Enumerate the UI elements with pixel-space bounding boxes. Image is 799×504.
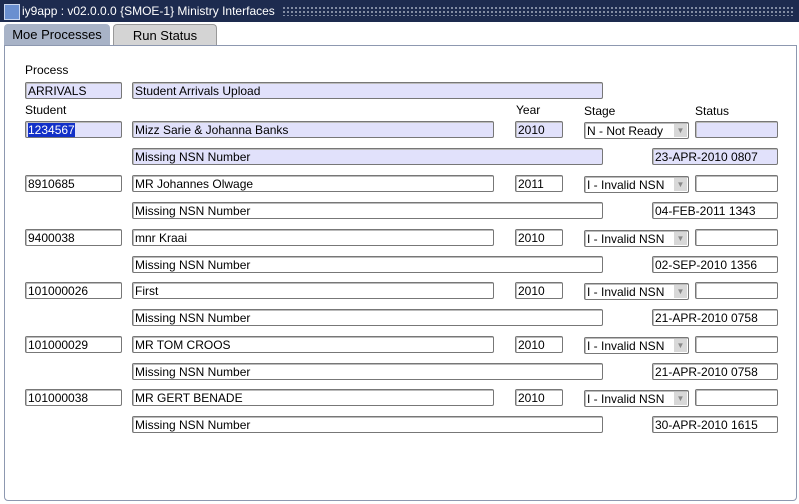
stage-dropdown[interactable]: I - Invalid NSN ▼ xyxy=(584,390,689,407)
stage-label: Stage xyxy=(584,104,616,118)
year-field[interactable]: 2010 xyxy=(515,389,563,406)
stage-value: I - Invalid NSN xyxy=(587,232,665,246)
message-field[interactable]: Missing NSN Number xyxy=(132,363,603,380)
stage-value: I - Invalid NSN xyxy=(587,392,665,406)
message-field[interactable]: Missing NSN Number xyxy=(132,256,603,273)
date-field[interactable]: 23-APR-2010 0807 xyxy=(652,148,778,165)
tab-moe-processes[interactable]: Moe Processes xyxy=(4,24,110,45)
titlebar-pattern xyxy=(282,6,795,16)
status-field[interactable] xyxy=(695,282,778,299)
chevron-down-icon[interactable]: ▼ xyxy=(674,232,687,245)
student-label: Student xyxy=(25,103,67,117)
date-field[interactable]: 21-APR-2010 0758 xyxy=(652,309,778,326)
student-id-field[interactable]: 101000038 xyxy=(25,389,122,406)
stage-value: I - Invalid NSN xyxy=(587,339,665,353)
app-icon xyxy=(4,4,20,20)
process-code-field[interactable]: ARRIVALS xyxy=(25,82,122,99)
process-label: Process xyxy=(25,63,69,77)
student-name-field[interactable]: mnr Kraai xyxy=(132,229,494,246)
student-id-field[interactable]: 9400038 xyxy=(25,229,122,246)
year-field[interactable]: 2010 xyxy=(515,229,563,246)
student-name-field[interactable]: First xyxy=(132,282,494,299)
student-name-field[interactable]: MR TOM CROOS xyxy=(132,336,494,353)
year-field[interactable]: 2010 xyxy=(515,282,563,299)
year-field[interactable]: 2010 xyxy=(515,336,563,353)
process-description-field[interactable]: Student Arrivals Upload xyxy=(132,82,603,99)
student-id-field[interactable]: 101000026 xyxy=(25,282,122,299)
year-field[interactable]: 2011 xyxy=(515,175,563,192)
tab-run-status[interactable]: Run Status xyxy=(113,24,217,46)
stage-dropdown[interactable]: I - Invalid NSN ▼ xyxy=(584,230,689,247)
message-field[interactable]: Missing NSN Number xyxy=(132,202,603,219)
stage-value: I - Invalid NSN xyxy=(587,285,665,299)
chevron-down-icon[interactable]: ▼ xyxy=(674,285,687,298)
year-label: Year xyxy=(516,103,541,117)
status-field[interactable] xyxy=(695,229,778,246)
chevron-down-icon[interactable]: ▼ xyxy=(674,124,687,137)
date-field[interactable]: 04-FEB-2011 1343 xyxy=(652,202,778,219)
student-name-field[interactable]: Mizz Sarie & Johanna Banks xyxy=(132,121,494,138)
status-field[interactable] xyxy=(695,175,778,192)
year-field[interactable]: 2010 xyxy=(515,121,563,138)
status-field[interactable] xyxy=(695,336,778,353)
stage-dropdown[interactable]: I - Invalid NSN ▼ xyxy=(584,283,689,300)
chevron-down-icon[interactable]: ▼ xyxy=(674,392,687,405)
message-field[interactable]: Missing NSN Number xyxy=(132,416,603,433)
message-field[interactable]: Missing NSN Number xyxy=(132,309,603,326)
student-name-field[interactable]: MR Johannes Olwage xyxy=(132,175,494,192)
window-title: iy9app : v02.0.0.0 {SMOE-1} Ministry Int… xyxy=(22,4,275,18)
student-name-field[interactable]: MR GERT BENADE xyxy=(132,389,494,406)
window-titlebar: iy9app : v02.0.0.0 {SMOE-1} Ministry Int… xyxy=(0,0,799,22)
message-field[interactable]: Missing NSN Number xyxy=(132,148,603,165)
stage-dropdown[interactable]: N - Not Ready ▼ xyxy=(584,122,689,139)
student-id-field[interactable]: 101000029 xyxy=(25,336,122,353)
chevron-down-icon[interactable]: ▼ xyxy=(674,339,687,352)
status-field[interactable] xyxy=(695,121,778,138)
stage-dropdown[interactable]: I - Invalid NSN ▼ xyxy=(584,337,689,354)
status-field[interactable] xyxy=(695,389,778,406)
date-field[interactable]: 21-APR-2010 0758 xyxy=(652,363,778,380)
status-label: Status xyxy=(695,104,730,118)
date-field[interactable]: 30-APR-2010 1615 xyxy=(652,416,778,433)
student-id-field[interactable]: 1234567 xyxy=(25,121,122,138)
stage-value: I - Invalid NSN xyxy=(587,178,665,192)
chevron-down-icon[interactable]: ▼ xyxy=(674,178,687,191)
student-id-field[interactable]: 8910685 xyxy=(25,175,122,192)
date-field[interactable]: 02-SEP-2010 1356 xyxy=(652,256,778,273)
stage-value: N - Not Ready xyxy=(587,124,664,138)
stage-dropdown[interactable]: I - Invalid NSN ▼ xyxy=(584,176,689,193)
selected-text: 1234567 xyxy=(28,123,75,137)
